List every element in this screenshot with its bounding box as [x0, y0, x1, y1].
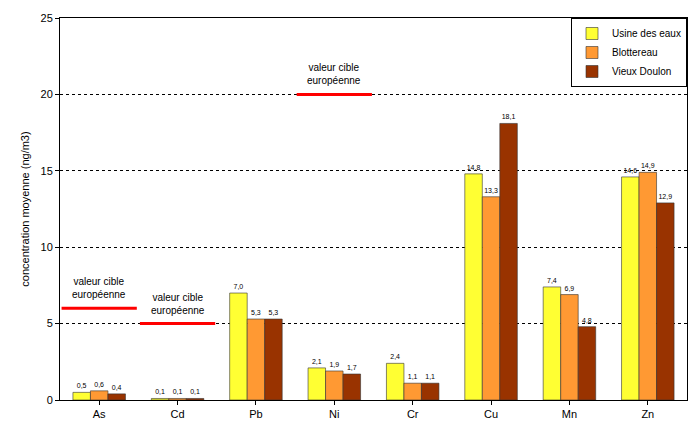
svg-text:0,5: 0,5 — [77, 382, 87, 389]
svg-text:Vieux Doulon: Vieux Doulon — [612, 66, 671, 77]
svg-text:15: 15 — [41, 165, 53, 177]
svg-text:10: 10 — [41, 241, 53, 253]
svg-text:concentration moyenne (ng/m3): concentration moyenne (ng/m3) — [19, 131, 31, 286]
svg-text:Blottereau: Blottereau — [612, 47, 658, 58]
svg-text:12,9: 12,9 — [658, 193, 672, 200]
svg-text:Mn: Mn — [562, 408, 577, 420]
svg-text:As: As — [93, 408, 106, 420]
svg-text:1,1: 1,1 — [408, 373, 418, 380]
svg-text:Zn: Zn — [641, 408, 654, 420]
svg-text:1,9: 1,9 — [329, 361, 339, 368]
svg-text:1,7: 1,7 — [347, 364, 357, 371]
svg-text:0,4: 0,4 — [112, 384, 122, 391]
svg-text:14,9: 14,9 — [641, 162, 655, 169]
svg-text:Cu: Cu — [484, 408, 498, 420]
svg-text:25: 25 — [41, 12, 53, 24]
svg-text:0,1: 0,1 — [173, 388, 183, 395]
svg-text:Ni: Ni — [329, 408, 339, 420]
svg-text:14,8: 14,8 — [467, 164, 481, 171]
svg-text:0,1: 0,1 — [190, 388, 200, 395]
svg-text:5: 5 — [47, 317, 53, 329]
svg-text:7,0: 7,0 — [234, 283, 244, 290]
svg-text:13,3: 13,3 — [484, 187, 498, 194]
svg-text:Usine des eaux: Usine des eaux — [612, 28, 681, 39]
svg-text:valeur cibleeuropéenne: valeur cibleeuropéenne — [72, 276, 126, 300]
svg-text:5,3: 5,3 — [251, 309, 261, 316]
svg-text:0,6: 0,6 — [94, 381, 104, 388]
svg-text:1,1: 1,1 — [425, 373, 435, 380]
svg-text:0,1: 0,1 — [155, 388, 165, 395]
svg-text:Pb: Pb — [249, 408, 262, 420]
svg-text:18,1: 18,1 — [502, 113, 516, 120]
svg-text:Cd: Cd — [171, 408, 185, 420]
svg-text:2,4: 2,4 — [390, 353, 400, 360]
svg-text:6,9: 6,9 — [565, 285, 575, 292]
svg-text:2,1: 2,1 — [312, 358, 322, 365]
svg-text:14,6: 14,6 — [623, 167, 637, 174]
svg-text:valeur cibleeuropéenne: valeur cibleeuropéenne — [307, 62, 361, 86]
svg-text:valeur cibleeuropéenne: valeur cibleeuropéenne — [151, 292, 205, 316]
svg-text:0: 0 — [47, 394, 53, 406]
svg-text:5,3: 5,3 — [269, 309, 279, 316]
svg-text:20: 20 — [41, 88, 53, 100]
svg-text:7,4: 7,4 — [547, 277, 557, 284]
svg-text:4,8: 4,8 — [582, 317, 592, 324]
svg-text:Cr: Cr — [407, 408, 419, 420]
